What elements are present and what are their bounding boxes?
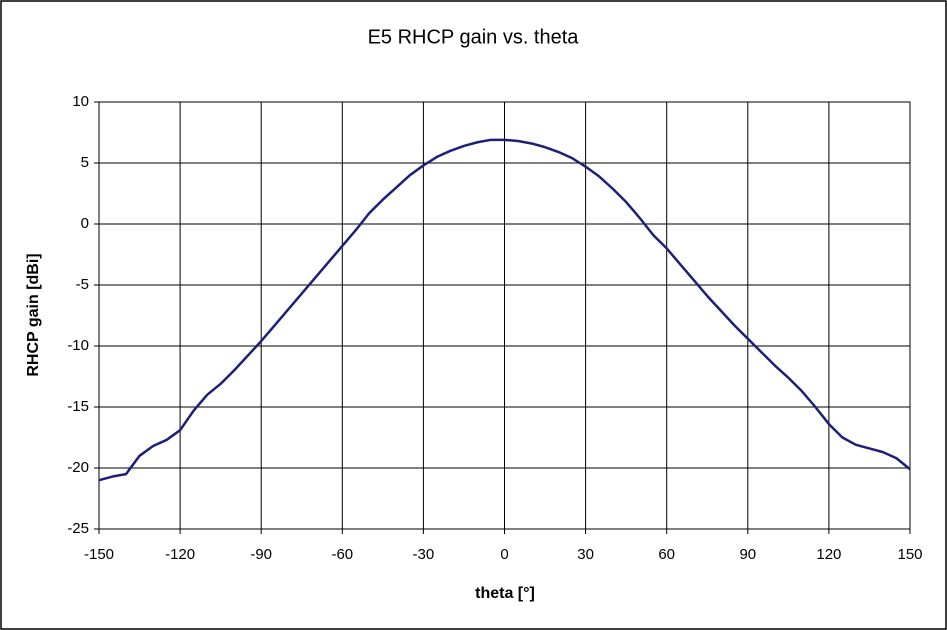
y-tick-label: -5 — [76, 276, 89, 293]
y-tick-label: 0 — [81, 215, 89, 232]
y-tick-label: -10 — [67, 337, 89, 354]
x-tick-label: 90 — [739, 546, 756, 563]
chart-title: E5 RHCP gain vs. theta — [368, 26, 580, 48]
x-tick-label: 30 — [577, 546, 594, 563]
x-tick-label: 150 — [897, 546, 922, 563]
y-tick-label: 10 — [72, 93, 89, 110]
x-axis-label: theta [°] — [475, 585, 535, 602]
x-tick-label: 0 — [500, 546, 508, 563]
x-tick-label: 120 — [816, 546, 841, 563]
y-axis-label: RHCP gain [dBi] — [25, 253, 42, 376]
x-tick-label: 60 — [658, 546, 675, 563]
y-tick-label: -20 — [67, 459, 89, 476]
x-tick-label: -150 — [84, 546, 114, 563]
y-tick-label: -25 — [67, 520, 89, 537]
y-tick-label: -15 — [67, 398, 89, 415]
x-tick-label: -120 — [165, 546, 195, 563]
y-tick-label: 5 — [81, 154, 89, 171]
x-tick-label: -30 — [413, 546, 435, 563]
x-tick-label: -60 — [331, 546, 353, 563]
line-series — [98, 138, 911, 482]
x-tick-label: -90 — [250, 546, 272, 563]
